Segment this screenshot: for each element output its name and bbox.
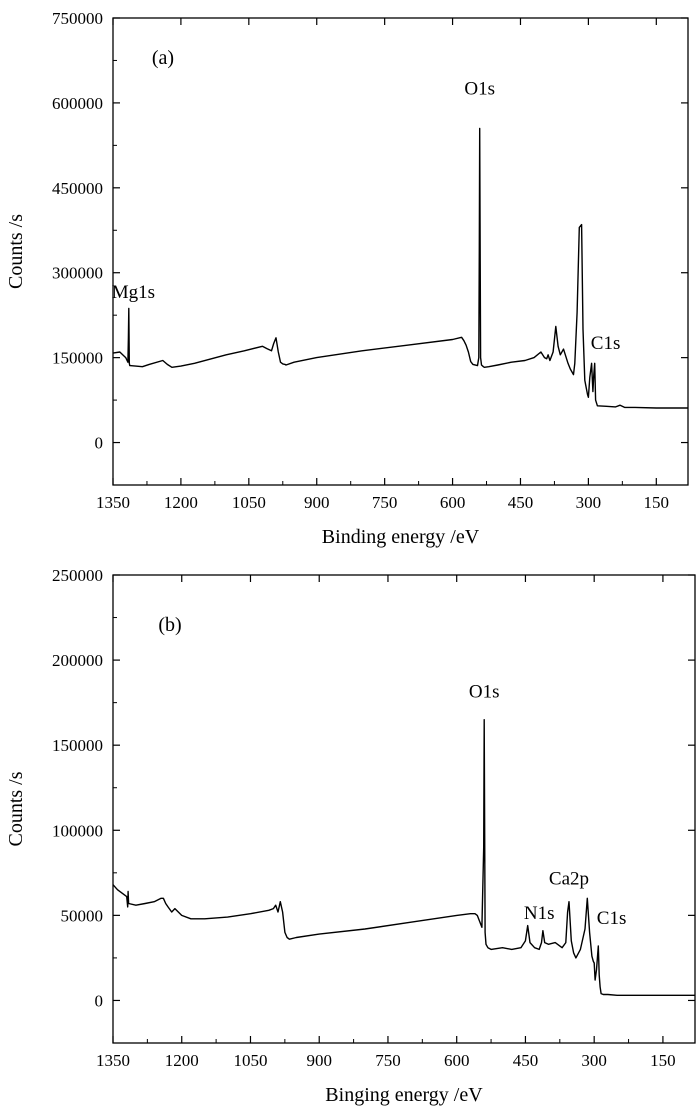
x-tick-label: 1050: [233, 1051, 267, 1070]
y-tick-label: 600000: [52, 94, 103, 113]
x-tick-label: 150: [650, 1051, 676, 1070]
x-tick-label: 900: [306, 1051, 332, 1070]
x-tick-label: 300: [581, 1051, 607, 1070]
x-tick-label: 750: [372, 493, 398, 512]
peak-label: O1s: [464, 78, 495, 99]
x-tick-label: 1200: [165, 1051, 199, 1070]
y-tick-label: 50000: [61, 906, 104, 925]
y-tick-label: 100000: [52, 821, 103, 840]
x-tick-label: 1350: [96, 1051, 130, 1070]
x-axis-title: Binding energy /eV: [322, 526, 480, 548]
x-tick-label: 600: [440, 493, 466, 512]
y-tick-label: 150000: [52, 349, 103, 368]
spectrum-line: [112, 719, 695, 996]
x-tick-label: 150: [644, 493, 670, 512]
x-axis-title: Binging energy /eV: [325, 1084, 483, 1106]
peak-label: N1s: [524, 903, 555, 924]
x-tick-label: 900: [304, 493, 330, 512]
y-tick-label: 200000: [52, 651, 103, 670]
x-tick-label: 450: [508, 493, 534, 512]
spectrum-line: [112, 127, 688, 409]
x-tick-label: 750: [375, 1051, 401, 1070]
y-tick-label: 300000: [52, 264, 103, 283]
x-tick-label: 1350: [96, 493, 130, 512]
x-tick-label: 300: [576, 493, 602, 512]
y-tick-label: 750000: [52, 9, 103, 28]
peak-label: C1s: [597, 908, 627, 929]
panel-a: 1350 1200 1050 900 750 600 450 300 150 0 150000 300…: [5, 9, 689, 548]
x-tick-label: 600: [444, 1051, 470, 1070]
y-tick-label: 150000: [52, 736, 103, 755]
y-tick-label: 0: [95, 991, 104, 1010]
plot-frame: [112, 574, 696, 1044]
peak-label: Mg1s: [112, 282, 155, 303]
y-axis-title: Counts /s: [5, 771, 27, 846]
plot-frame: [112, 17, 689, 486]
y-tick-label: 0: [95, 434, 104, 453]
x-tick-label: 1200: [164, 493, 198, 512]
peak-label: Ca2p: [549, 869, 589, 890]
peak-label: O1s: [469, 682, 500, 703]
panel-label: (a): [152, 47, 174, 69]
y-tick-label: 250000: [52, 566, 103, 585]
peak-label: C1s: [591, 333, 621, 354]
panel-label: (b): [158, 614, 181, 636]
y-axis-title: Counts /s: [5, 214, 27, 289]
x-tick-label: 1050: [232, 493, 266, 512]
x-tick-label: 450: [513, 1051, 539, 1070]
panel-b: 1350 1200 1050 900 750 600 450 300 150 0 50000 1000…: [5, 566, 696, 1106]
y-tick-label: 450000: [52, 179, 103, 198]
